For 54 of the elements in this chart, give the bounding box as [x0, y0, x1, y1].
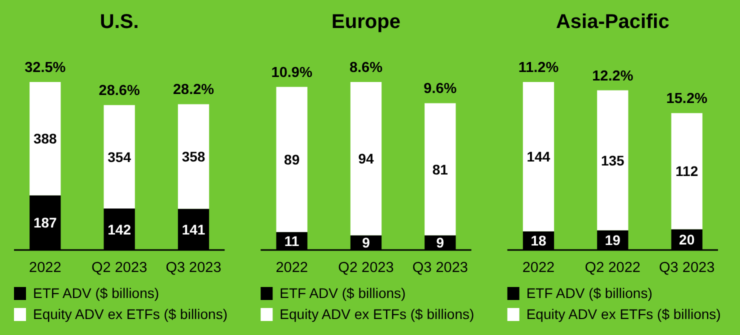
bar: [30, 82, 61, 196]
bar: [522, 82, 554, 232]
bar: [597, 90, 628, 230]
annotation: 8.6%: [349, 60, 383, 76]
bar: [178, 104, 210, 209]
annotation: 12.2%: [592, 68, 634, 84]
data-label: 81: [432, 161, 448, 178]
data-label: 388: [33, 130, 58, 147]
annotation: 9.6%: [424, 81, 457, 98]
data-label: 89: [284, 151, 300, 168]
data-label: 9: [362, 234, 370, 251]
data-label: 11: [284, 233, 300, 250]
annotation: 28.6%: [98, 83, 140, 100]
legend-label: ETF ADV ($ billions): [33, 285, 160, 301]
data-label: 141: [182, 221, 206, 238]
legend-label: ETF ADV ($ billions): [526, 285, 652, 301]
legend-label: Equity ADV ex ETFs ($ billions): [33, 306, 228, 322]
chart-title: U.S.: [100, 11, 139, 33]
data-label: 142: [108, 221, 132, 238]
annotation: 32.5%: [24, 60, 66, 76]
x-tick-label: Q3 2023: [659, 260, 715, 276]
data-label: 20: [679, 232, 695, 248]
annotation: 28.2%: [172, 82, 214, 98]
annotation: 11.2%: [518, 60, 559, 76]
annotation: 10.9%: [271, 64, 312, 81]
chart-title: Asia-Pacific: [556, 11, 670, 33]
x-tick-label: Q2 2023: [338, 260, 394, 276]
bar: [424, 103, 456, 236]
data-label: 358: [182, 148, 206, 165]
data-label: 354: [108, 148, 132, 165]
x-tick-label: Q2 2022: [584, 260, 640, 276]
x-tick-label: 2022: [276, 260, 308, 276]
data-label: 135: [600, 152, 625, 168]
legend-label: Equity ADV ex ETFs ($ billions): [280, 306, 474, 322]
bar: [671, 113, 702, 230]
legend-label: ETF ADV ($ billions): [280, 285, 406, 301]
x-tick-label: Q3 2023: [412, 260, 468, 276]
annotation: 15.2%: [666, 91, 708, 108]
x-tick-label: Q3 2023: [166, 260, 222, 276]
x-tick-label: Q2 2023: [92, 260, 148, 276]
data-label: 112: [676, 163, 698, 180]
data-label: 94: [358, 150, 374, 167]
bar: [350, 82, 382, 236]
data-label: 144: [526, 148, 550, 165]
data-label: 18: [530, 232, 546, 249]
data-label: 187: [33, 214, 58, 231]
data-label: 9: [436, 234, 444, 251]
x-tick-label: 2022: [29, 260, 62, 276]
chart-title: Europe: [332, 11, 400, 33]
legend-label: Equity ADV ex ETFs ($ billions): [526, 306, 721, 322]
bar: [276, 86, 308, 232]
bar: [104, 105, 135, 209]
x-tick-label: 2022: [522, 260, 555, 276]
data-label: 19: [604, 232, 621, 248]
